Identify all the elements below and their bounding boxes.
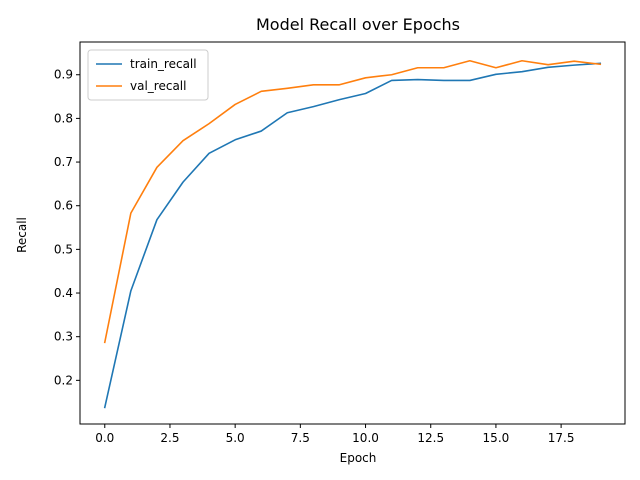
y-tick-label: 0.6 (54, 199, 73, 213)
x-axis-label: Epoch (340, 451, 377, 465)
y-tick-label: 0.7 (54, 155, 73, 169)
y-tick-label: 0.4 (54, 286, 73, 300)
legend-box (87, 49, 209, 101)
axes-frame (79, 41, 626, 425)
series-line-train_recall (103, 62, 602, 409)
x-tick-label: 12.5 (417, 431, 444, 445)
series-line-val_recall (103, 59, 602, 344)
x-tick-label: 0.0 (95, 431, 114, 445)
y-tick-label: 0.3 (54, 330, 73, 344)
x-tick-label: 2.5 (160, 431, 179, 445)
y-axis-label: Recall (15, 217, 29, 253)
y-tick-label: 0.9 (54, 68, 73, 82)
y-tick-label: 0.2 (54, 373, 73, 387)
x-tick-label: 5.0 (226, 431, 245, 445)
legend-label: train_recall (130, 57, 197, 71)
x-tick-label: 17.5 (548, 431, 575, 445)
x-tick-label: 15.0 (483, 431, 510, 445)
x-tick-label: 7.5 (291, 431, 310, 445)
y-tick-label: 0.8 (54, 111, 73, 125)
x-tick-label: 10.0 (352, 431, 379, 445)
y-tick-label: 0.5 (54, 242, 73, 256)
legend-label: val_recall (130, 79, 186, 93)
plot-area: 0.0 2.5 5.0 7.5 10.0 12.5 15.0 17.5 0.2 0.3 0.4 0.5… (54, 41, 626, 445)
chart-title: Model Recall over Epochs (256, 15, 460, 34)
